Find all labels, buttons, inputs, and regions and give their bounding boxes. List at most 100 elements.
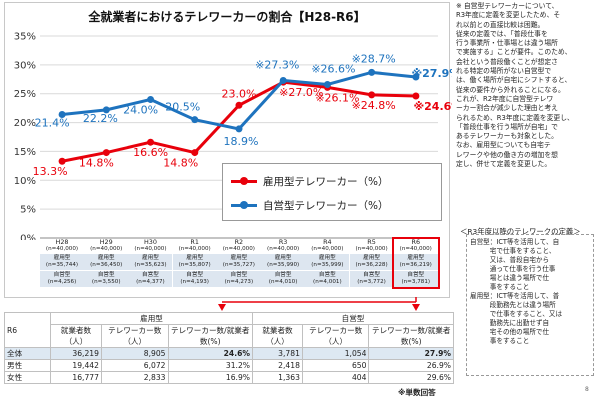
data-point [102, 149, 110, 157]
sample-column: R5 (n=40,000) 雇用型 (n=36,228) 自営型 (n=3,772) [349, 238, 394, 287]
sample-column: H29 (n=40,000) 雇用型 (n=36,450) 自営型 (n=3,550) [84, 239, 129, 287]
text-line: 段勤務先とは違う場所 [470, 301, 556, 309]
text-line: 従来の要件から外れることになる。 [456, 85, 565, 94]
data-label: ※24.8% [352, 99, 396, 112]
legend-label-employed: 雇用型テレワーカー（%） [263, 176, 389, 188]
legend-swatch-employed [231, 177, 257, 185]
footnote: ※単数回答 [398, 388, 436, 397]
text-line: られるため、R3年度に定義を変更し、 [456, 113, 574, 122]
data-point [279, 76, 287, 84]
text-line: ※ 自営型テレワーカーについて、 [456, 2, 559, 10]
data-label: ※28.7% [352, 52, 396, 65]
point-labels: 13.3%14.8%16.6%14.8%23.0% ※27.0%※26.1%※24… [33, 52, 452, 178]
sample-text: 雇用型 (n=35,727) [216, 254, 261, 270]
data-label: 14.8% [79, 157, 114, 170]
sample-text: (n=40,000) [178, 246, 211, 252]
table-header-teleworkers: テレワーカー数（人） [301, 324, 370, 348]
legend-item-employed: 雇用型テレワーカー（%） [231, 174, 388, 189]
data-label: 24.0% [123, 103, 158, 116]
data-point [191, 149, 199, 157]
row-label: 全体 [4, 347, 51, 360]
cell: 2,833 [100, 371, 169, 384]
data-point [147, 95, 155, 103]
sample-text: (n=40,000) [399, 246, 432, 252]
data-label: ※27.0% [279, 86, 323, 99]
table-group-employed: 雇用型 [50, 312, 253, 325]
table-row: 男性 19,442 6,072 31.2% 2,418 650 26.9% [4, 359, 454, 372]
table-group-self-employed: 自営型 [252, 312, 454, 325]
text-line: 場とは違う場所で仕 [470, 274, 550, 282]
data-label: 13.3% [33, 165, 68, 178]
cell: 27.9% [368, 347, 454, 360]
sample-text: 雇用型 (n=35,744) [40, 254, 84, 270]
sample-column: R6 (n=40,000) 雇用型 (n=36,219) 自営型 (n=3,781) [391, 237, 440, 289]
cell: 6,072 [100, 359, 169, 372]
arrow-down-icon [412, 304, 420, 311]
sample-column: R3 (n=40,000) 雇用型 (n=35,990) 自営型 (n=4,010) [261, 239, 306, 287]
y-tick-label: 15% [14, 147, 36, 158]
sample-text: 雇用型 (n=36,219) [393, 254, 438, 270]
sample-text: 雇用型 (n=35,990) [261, 254, 306, 270]
sample-column: H28 (n=40,000) 雇用型 (n=35,744) 自営型 (n=4,256) [40, 239, 84, 287]
sample-text: 自営型 (n=4,001) [305, 271, 350, 287]
sample-text: 雇用型 (n=35,807) [172, 254, 217, 270]
page-number: 8 [585, 386, 589, 393]
y-tick-label: 0% [20, 234, 36, 241]
table-header-workers: 就業者数（人） [252, 324, 303, 348]
data-point [191, 116, 199, 124]
text-line: れ以前との直接比較は困難。 [456, 20, 545, 29]
table-header-ratio: テレワーカー数/就業者数(%) [368, 324, 454, 348]
text-line: あるテレワーカーも対象とした。 [456, 132, 558, 141]
sample-column: R1 (n=40,000) 雇用型 (n=35,807) 自営型 (n=4,193) [172, 238, 217, 287]
data-label: 20.5% [165, 101, 200, 114]
sample-column: R4 (n=40,000) 雇用型 (n=35,999) 自営型 (n=4,001) [305, 238, 350, 287]
y-tick-label: 10% [14, 176, 36, 187]
table-row: 全体 36,219 8,905 24.6% 3,781 1,054 27.9% [4, 347, 454, 360]
chart-frame [4, 2, 450, 298]
cell: 29.6% [368, 371, 454, 384]
cell: 2,418 [252, 359, 303, 372]
data-point [102, 106, 110, 114]
text-line: ーカー割合が減少した理由と考え [456, 104, 558, 113]
y-tick-label: 25% [14, 89, 36, 100]
data-point [235, 125, 243, 133]
text-line: R3年度に定義を変更したため、そ [456, 11, 561, 20]
sample-text: R6 [411, 238, 421, 246]
legend-swatch-self-employed [231, 201, 257, 209]
sample-text: 自営型 (n=3,772) [349, 271, 394, 287]
data-label: 18.9% [224, 135, 259, 148]
row-label: 男性 [4, 359, 51, 372]
table-header-ratio: テレワーカー数/就業者数(%) [167, 324, 253, 348]
text-line: 又は、普段自宅から [470, 256, 550, 264]
sample-text: R5 [367, 238, 376, 246]
cell: 650 [301, 359, 370, 372]
sample-text: 自営型 (n=4,377) [128, 271, 173, 287]
sample-text: (n=40,000) [45, 246, 79, 252]
sample-text: R4 [323, 238, 332, 246]
cell: 8,905 [100, 347, 169, 360]
data-label: ※27.9% [411, 67, 452, 80]
series-lines [58, 68, 420, 165]
data-label: 14.8% [163, 157, 198, 170]
y-tick-label: 30% [14, 60, 36, 71]
text-line: 勤務先に出勤せず自 [470, 319, 550, 327]
sample-text: (n=40,000) [311, 246, 344, 252]
sample-text: (n=40,000) [222, 246, 255, 252]
text-line: 事をすること [470, 337, 530, 345]
cell: 36,219 [50, 347, 102, 360]
data-label: ※26.1% [315, 91, 359, 104]
text-line: 自営型：ICT等を活用して、自 [470, 238, 560, 246]
sample-text: (n=40,000) [355, 246, 388, 252]
text-line: 雇用型：ICT等を活用して、普 [470, 292, 560, 300]
sample-text: (n=40,000) [90, 246, 123, 252]
text-line: これが、R2年度に自営型テレワ [456, 94, 554, 103]
data-point [412, 92, 420, 100]
sample-column: R2 (n=40,000) 雇用型 (n=35,727) 自営型 (n=4,273) [216, 239, 261, 287]
text-line: は、働く場所が自宅にシフトすると、 [456, 76, 572, 85]
row-label: 女性 [4, 371, 51, 384]
sample-text: 雇用型 (n=35,999) [305, 254, 350, 270]
cell: 24.6% [167, 347, 253, 360]
sample-text: 雇用型 (n=35,623) [128, 254, 173, 270]
cell: 19,442 [50, 359, 102, 372]
sample-text: R1 [190, 238, 199, 246]
